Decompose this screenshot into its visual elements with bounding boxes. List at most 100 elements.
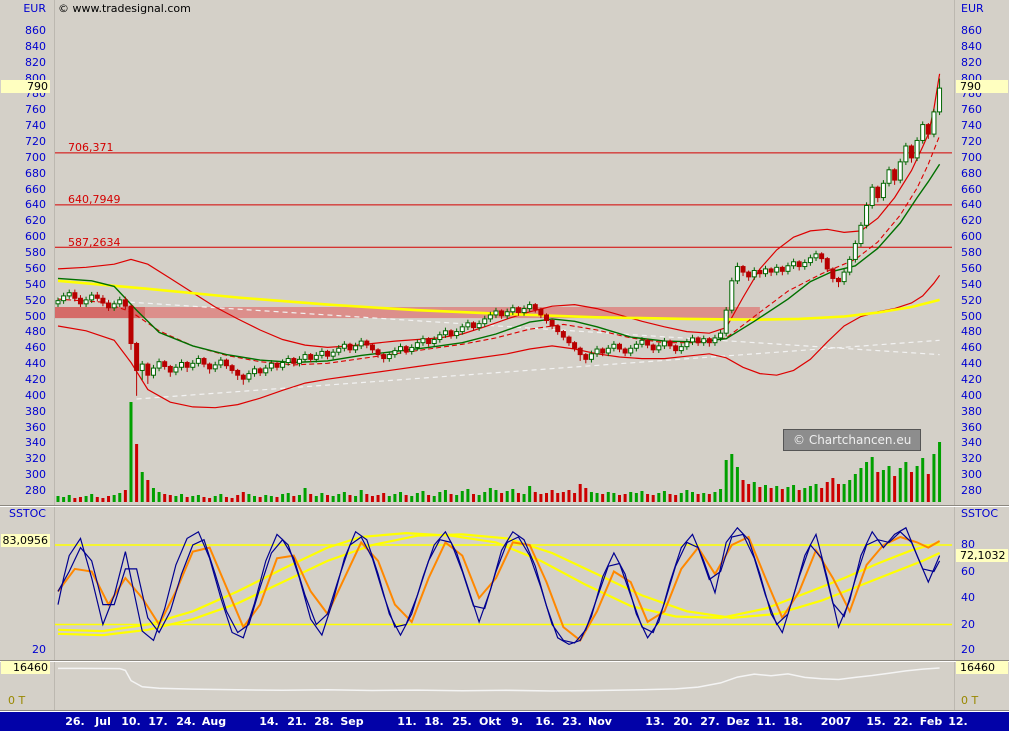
price-tick-right: 280 bbox=[961, 484, 982, 497]
volume-bar bbox=[410, 496, 414, 502]
candle-up bbox=[785, 265, 791, 272]
candle-up bbox=[117, 299, 123, 305]
candle-down bbox=[184, 362, 190, 368]
volume-bar bbox=[382, 493, 386, 502]
volume-bar bbox=[337, 494, 341, 502]
sstoc-slow_yellow_1 bbox=[57, 531, 940, 633]
ma-green bbox=[57, 163, 941, 364]
volume-bar bbox=[449, 494, 453, 502]
volume-bar bbox=[309, 494, 313, 502]
volume-bar bbox=[303, 488, 307, 502]
candle-down bbox=[746, 271, 752, 278]
volume-bar bbox=[320, 493, 324, 502]
candle-down bbox=[617, 343, 622, 350]
price-tick-right: 640 bbox=[961, 198, 982, 211]
candle-up bbox=[633, 343, 639, 349]
price-tick-right: 600 bbox=[961, 230, 982, 243]
candle-down bbox=[645, 339, 651, 346]
volume-bar bbox=[472, 494, 476, 502]
volume-bar bbox=[483, 492, 487, 502]
volume-bar bbox=[786, 487, 790, 502]
candle-up bbox=[386, 354, 392, 360]
volume-bar bbox=[545, 493, 549, 502]
candle-down bbox=[403, 346, 409, 352]
volume-bar bbox=[853, 474, 857, 502]
price-tick-right: 540 bbox=[961, 278, 982, 291]
price-tick-left: 560 bbox=[25, 262, 46, 275]
date-label: Feb bbox=[919, 715, 943, 728]
candle-up bbox=[313, 354, 319, 360]
candle-down bbox=[555, 325, 561, 333]
candle-up bbox=[111, 303, 117, 309]
volume-bar bbox=[219, 494, 223, 502]
candle-down bbox=[892, 169, 898, 181]
volume-bar bbox=[342, 492, 346, 502]
candle-down bbox=[364, 340, 370, 346]
candle-down bbox=[515, 307, 521, 314]
date-label: 24. bbox=[176, 715, 196, 728]
price-tick-left: 640 bbox=[25, 198, 46, 211]
volume-bar bbox=[865, 462, 869, 502]
volume-bar bbox=[646, 494, 650, 502]
volume-bar bbox=[516, 493, 520, 502]
volume-bar bbox=[224, 497, 228, 502]
candle-down bbox=[824, 258, 830, 270]
candle-down bbox=[128, 305, 134, 344]
volume-bar bbox=[814, 484, 818, 502]
volume-bar bbox=[758, 487, 762, 502]
volume-bar bbox=[387, 496, 391, 502]
volume-bar bbox=[848, 480, 852, 502]
volume-bar bbox=[196, 495, 200, 502]
date-label: 14. bbox=[259, 715, 279, 728]
price-tick-right: 520 bbox=[961, 294, 982, 307]
price-tick-left: 600 bbox=[25, 230, 46, 243]
volume-bar bbox=[747, 484, 751, 502]
volume-bar bbox=[488, 488, 492, 502]
price-tick-left: 840 bbox=[25, 40, 46, 53]
volume-bar bbox=[573, 493, 577, 502]
ma-200-yellow bbox=[57, 279, 940, 322]
volume-bar bbox=[421, 491, 425, 502]
candle-down bbox=[325, 350, 331, 357]
date-label: 13. bbox=[645, 715, 665, 728]
volume-bar bbox=[926, 474, 930, 502]
price-tick-right: 500 bbox=[961, 310, 982, 323]
volume-bar bbox=[107, 496, 111, 502]
candle-up bbox=[252, 368, 258, 375]
volume-bar bbox=[713, 492, 717, 502]
sstoc-title-right: SSTOC bbox=[961, 507, 999, 520]
panel-separator-highlight bbox=[0, 711, 1009, 712]
level-label-1: 706,371 bbox=[68, 141, 114, 154]
price-tick-left: 420 bbox=[25, 373, 46, 386]
candle-up bbox=[774, 266, 780, 273]
volume-bar bbox=[651, 495, 655, 502]
candle-up bbox=[341, 343, 347, 349]
volume-bar bbox=[836, 484, 840, 502]
sstoc-bottom-tick-right: 20 bbox=[961, 643, 975, 656]
volume-bar bbox=[247, 494, 251, 502]
volume-bar bbox=[820, 488, 824, 502]
volume-bar bbox=[213, 496, 217, 502]
volume-bar bbox=[887, 466, 891, 502]
volume-bar bbox=[623, 494, 627, 502]
panel-separator bbox=[0, 505, 1009, 506]
volume-bar bbox=[500, 493, 504, 502]
volume-bar bbox=[831, 478, 835, 502]
volume-bar bbox=[909, 472, 913, 502]
volume-bar bbox=[157, 492, 161, 502]
candle-down bbox=[274, 362, 280, 368]
bollinger-upper bbox=[57, 73, 941, 349]
candle-up bbox=[701, 338, 707, 344]
volume-bar bbox=[314, 496, 318, 502]
panel-separator-highlight bbox=[0, 506, 1009, 507]
date-label: 18. bbox=[783, 715, 803, 728]
candle-up bbox=[173, 366, 179, 373]
price-marker-right: 790 bbox=[956, 80, 1008, 93]
volume-bar bbox=[292, 496, 296, 502]
volume-bar bbox=[505, 491, 509, 502]
date-axis[interactable]: 26. Jul 10. 17. 24. Aug 14. 21. 28. Sep 11. 18. 25. O… bbox=[0, 712, 1009, 731]
price-tick-right: 740 bbox=[961, 119, 982, 132]
volume-bar bbox=[95, 497, 99, 502]
price-tick-right: 380 bbox=[961, 405, 982, 418]
